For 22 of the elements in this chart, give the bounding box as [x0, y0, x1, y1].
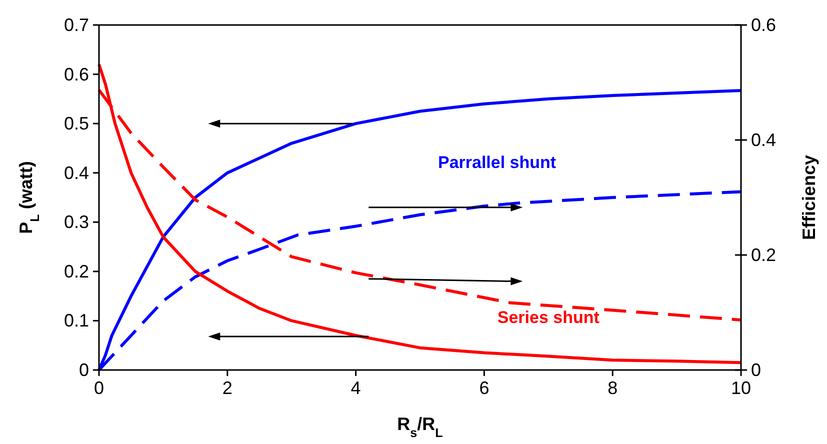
y2-tick-label: 0 — [751, 360, 762, 380]
y2-tick-label: 0.6 — [751, 15, 776, 35]
y-tick-label: 0.1 — [64, 310, 89, 331]
y-tick-label: 0.3 — [64, 212, 89, 232]
annotation: Series shunt — [497, 308, 600, 328]
y-tick-label: 0.2 — [64, 261, 89, 282]
y2-tick-label: 0.2 — [751, 245, 776, 265]
annotation: Parrallel shunt — [438, 152, 556, 172]
y2-axis-title: Efficiency — [799, 154, 819, 240]
x-tick-label: 0 — [94, 378, 104, 398]
x-axis-title: R$_{s}$/R$_{L}$ — [397, 414, 444, 440]
y-tick-label: 0.5 — [64, 114, 89, 134]
y-tick-label: 0.6 — [64, 64, 89, 84]
x-tick-label: 6 — [479, 378, 490, 398]
x-tick-label: 2 — [222, 378, 232, 398]
y-tick-label: 0.7 — [64, 15, 89, 35]
y-tick-label: 0 — [78, 360, 89, 380]
y-tick-label: 0.4 — [64, 162, 89, 183]
y2-tick-label: 0.4 — [751, 130, 776, 150]
x-tick-label: 8 — [608, 378, 618, 398]
x-tick-label: 4 — [350, 378, 361, 398]
x-tick-label: 10 — [730, 378, 752, 398]
